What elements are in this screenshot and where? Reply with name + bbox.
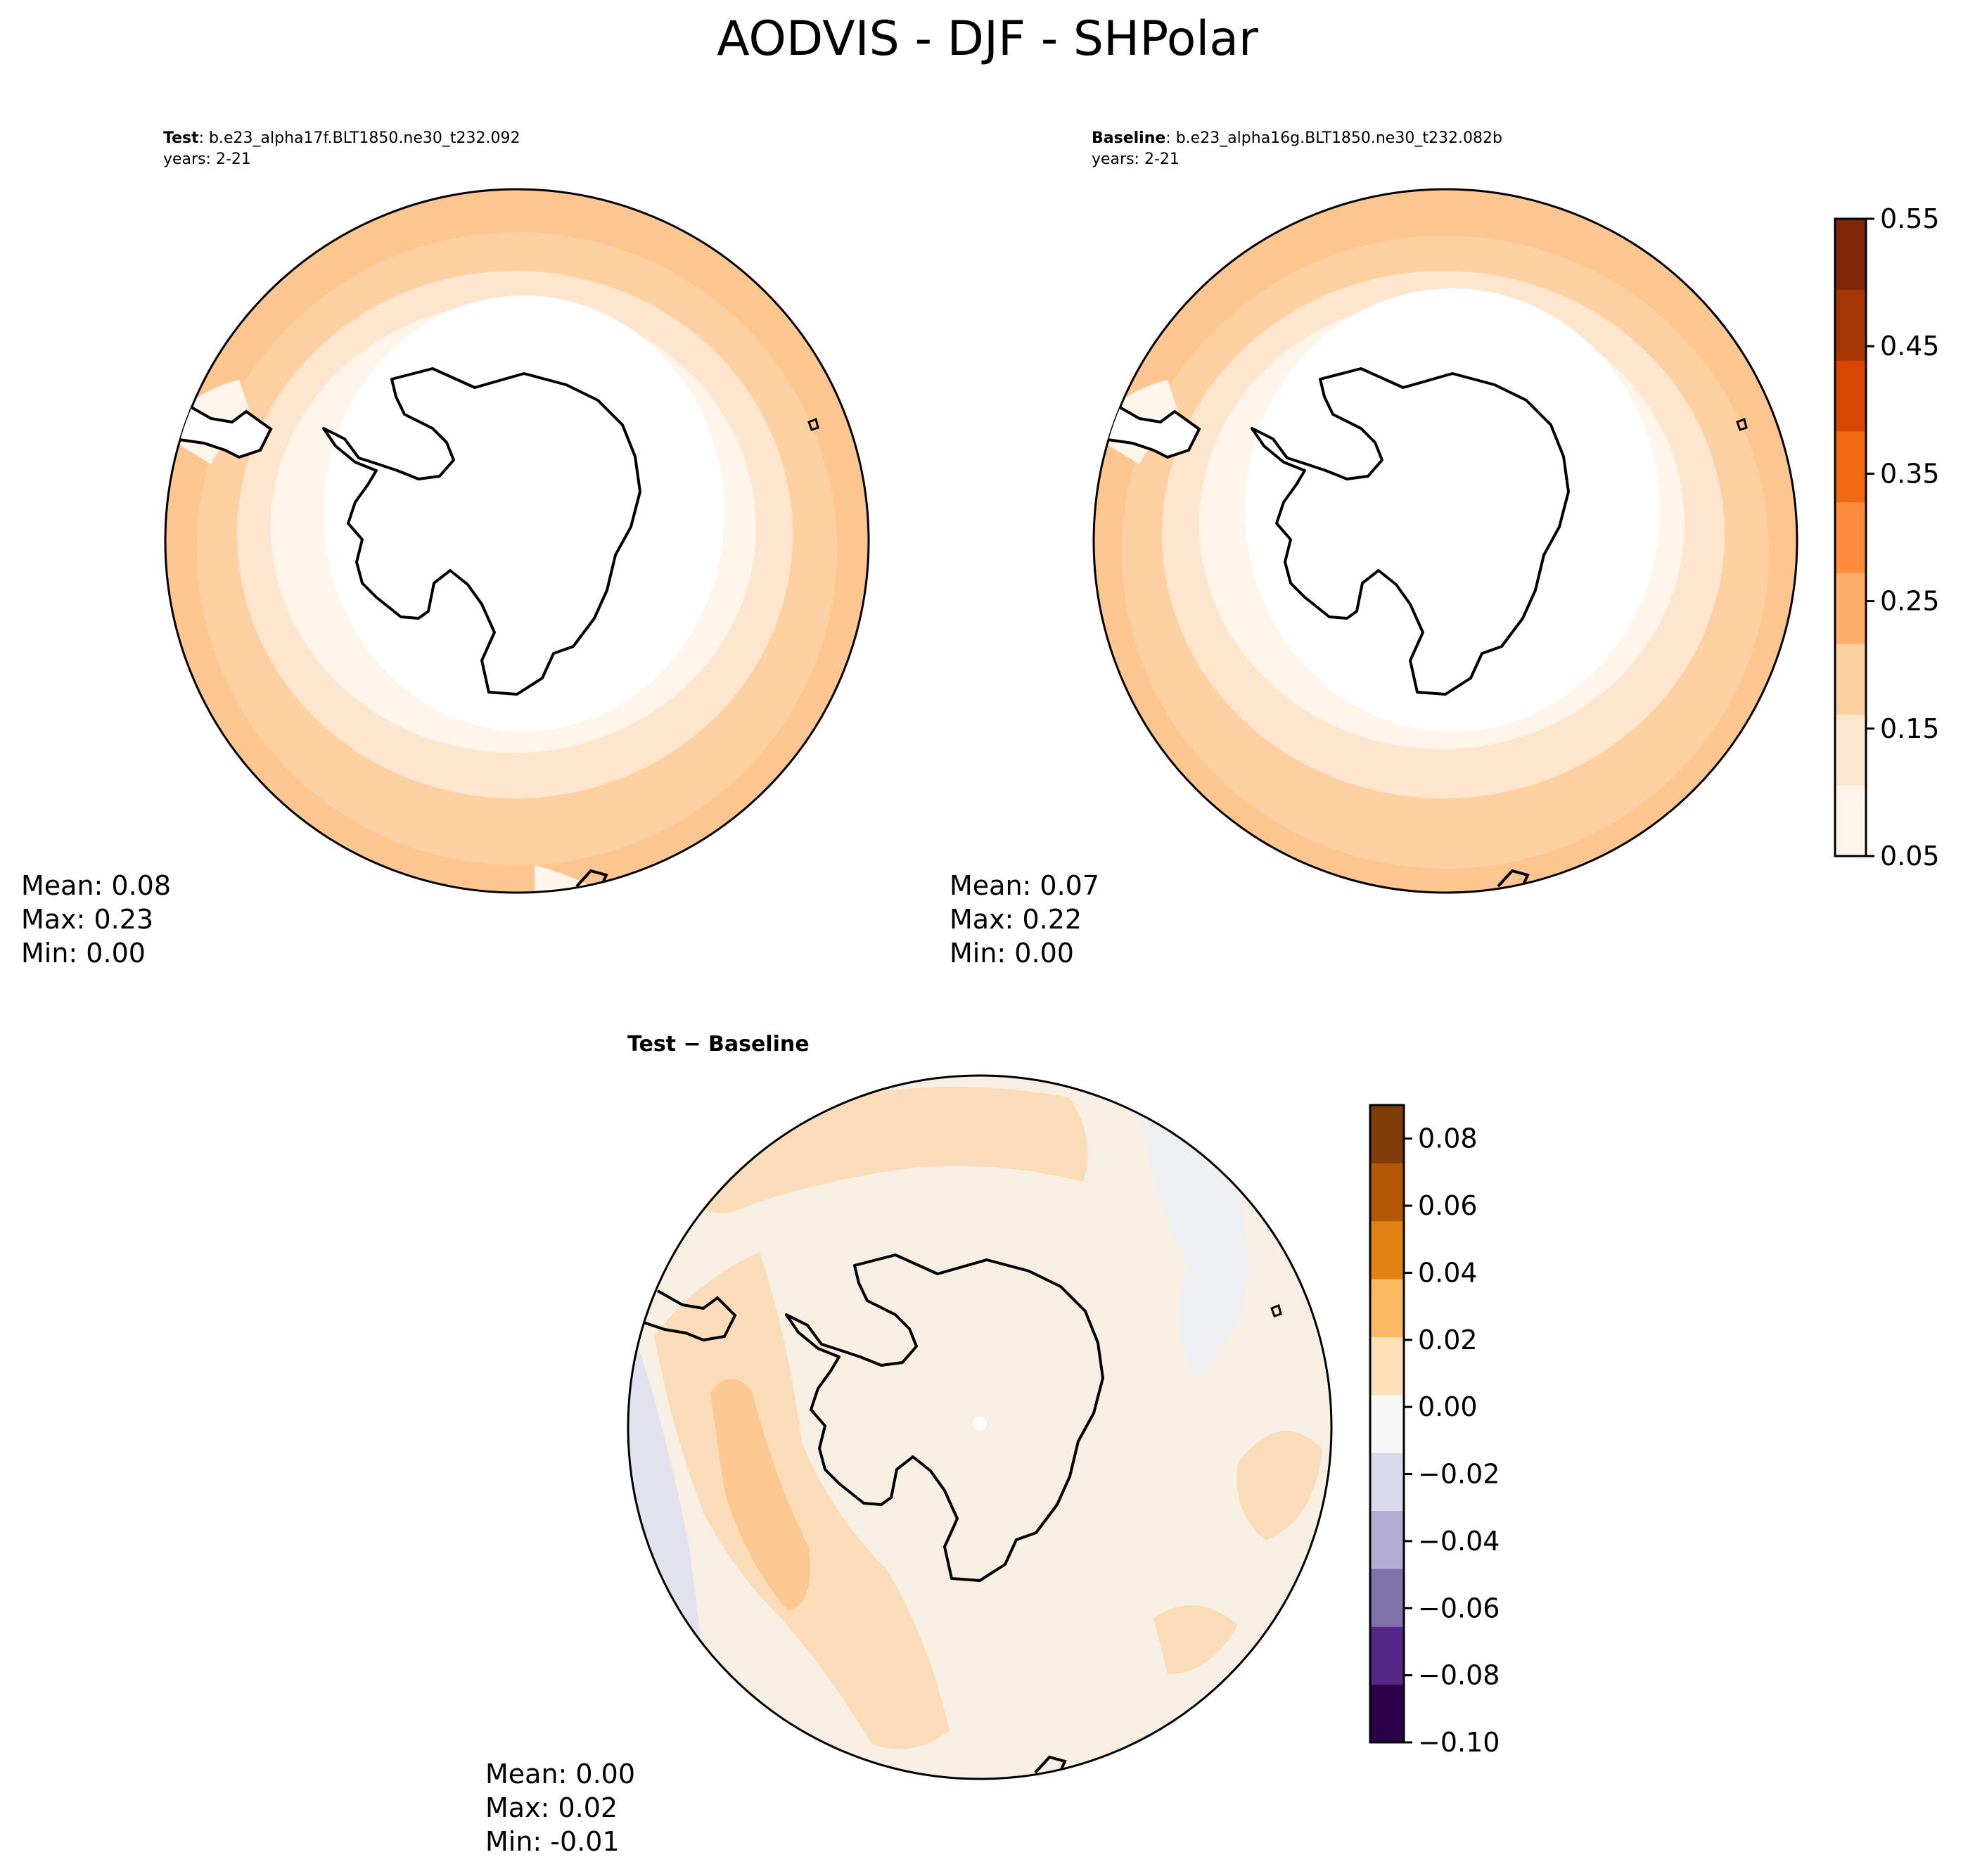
diff-colorbar-band xyxy=(1370,1626,1404,1685)
test-stat-mean: Mean: 0.08 xyxy=(21,870,171,901)
diff-panel-header: Test − Baseline xyxy=(627,1032,810,1057)
baseline-stat-min: Min: 0.00 xyxy=(950,938,1074,969)
diff-colorbar-band xyxy=(1370,1510,1404,1569)
baseline-stat-max: Max: 0.22 xyxy=(950,904,1082,935)
diff-colorbar-tick-label: 0.08 xyxy=(1418,1123,1478,1154)
diff-colorbar-tick-label: −0.10 xyxy=(1418,1727,1500,1758)
diff-map-border xyxy=(627,1074,1333,1780)
baseline-panel-header: Baseline: b.e23_alpha16g.BLT1850.ne30_t2… xyxy=(1092,129,1502,147)
diff-colorbar-tick-label: 0.04 xyxy=(1418,1257,1478,1288)
diff-stat-min: Min: -0.01 xyxy=(485,1826,620,1857)
test-island-south xyxy=(575,869,608,888)
aod-colorbar-tick-label: 0.05 xyxy=(1880,841,1940,872)
baseline-map xyxy=(1094,189,1797,893)
diff-colorbar-band xyxy=(1370,1394,1404,1453)
diff-colorbar-tick-label: −0.04 xyxy=(1418,1526,1500,1557)
aod-colorbar-band xyxy=(1835,573,1866,644)
aod-colorbar-band xyxy=(1835,502,1866,573)
test-panel: Test: b.e23_alpha17f.BLT1850.ne30_t232.0… xyxy=(21,129,870,969)
test-stat-max: Max: 0.23 xyxy=(21,904,153,935)
baseline-map-border xyxy=(1092,188,1798,894)
test-stat-min: Min: 0.00 xyxy=(21,938,146,969)
test-years: years: 2-21 xyxy=(163,151,251,168)
test-panel-header: Test: b.e23_alpha17f.BLT1850.ne30_t232.0… xyxy=(163,129,520,147)
diff-island-south xyxy=(1034,1755,1067,1775)
test-south-america-coast xyxy=(179,403,273,459)
aod-colorbar-tick-label: 0.25 xyxy=(1880,586,1940,617)
baseline-south-america-coast xyxy=(1107,403,1201,459)
aod-colorbar-band xyxy=(1835,714,1866,786)
diff-colorbar-band xyxy=(1370,1105,1404,1163)
diff-colorbar-band xyxy=(1370,1453,1404,1512)
figure-title: AODVIS - DJF - SHPolar xyxy=(717,11,1258,67)
diff-colorbar-band xyxy=(1370,1684,1404,1743)
diff-colorbar-band xyxy=(1370,1163,1404,1222)
baseline-island xyxy=(1736,417,1748,431)
aod-colorbar-band xyxy=(1835,785,1866,857)
aod-colorbar-band xyxy=(1835,219,1866,291)
aod-colorbar-ticks: 0.05 0.15 0.25 0.35 0.45 0.55 xyxy=(1866,203,1940,872)
diff-colorbar-band xyxy=(1370,1279,1404,1337)
diff-stat-mean: Mean: 0.00 xyxy=(485,1759,635,1789)
aod-colorbar-frame xyxy=(1834,217,1867,857)
diff-colorbar-tick-label: 0.00 xyxy=(1418,1391,1478,1422)
test-label-bold: Test xyxy=(163,129,199,147)
aod-colorbar-band xyxy=(1835,360,1866,432)
aod-colorbar-tick-label: 0.35 xyxy=(1880,458,1940,489)
diff-map xyxy=(628,1076,1331,1779)
diff-colorbar-band xyxy=(1370,1220,1404,1280)
diff-colorbar-band xyxy=(1370,1568,1404,1627)
aod-colorbar-band xyxy=(1835,644,1866,715)
diff-colorbar-tick-label: −0.02 xyxy=(1418,1459,1500,1490)
aod-colorbar-band xyxy=(1835,431,1866,503)
diff-colorbar-tick-label: 0.02 xyxy=(1418,1325,1478,1355)
test-island xyxy=(807,417,819,431)
diff-stat-max: Max: 0.02 xyxy=(485,1792,618,1823)
test-map-border xyxy=(164,188,870,894)
aod-colorbar-tick-label: 0.55 xyxy=(1880,203,1940,234)
baseline-panel: Baseline: b.e23_alpha16g.BLT1850.ne30_t2… xyxy=(950,129,1798,969)
aod-colorbar-tick-label: 0.15 xyxy=(1880,713,1940,744)
baseline-label-bold: Baseline xyxy=(1092,129,1165,147)
diff-colorbar-tick-label: −0.06 xyxy=(1418,1593,1500,1623)
diff-colorbar-bands xyxy=(1370,1105,1404,1743)
diff-south-america-coast xyxy=(643,1289,737,1342)
baseline-stat-mean: Mean: 0.07 xyxy=(950,870,1099,901)
diff-colorbar-tick-label: −0.08 xyxy=(1418,1660,1500,1691)
diff-colorbar-frame xyxy=(1369,1104,1405,1744)
diff-colorbar-tick-label: 0.06 xyxy=(1418,1190,1478,1221)
diff-colorbar-band xyxy=(1370,1336,1404,1396)
diff-colorbar: −0.10 −0.08 −0.06 −0.04 −0.02 0.00 0.02 0.04 0.0… xyxy=(1369,1104,1500,1758)
aod-colorbar-bands xyxy=(1835,219,1866,857)
aod-colorbar: 0.05 0.15 0.25 0.35 0.45 0.55 xyxy=(1834,203,1940,872)
baseline-island-south xyxy=(1497,869,1530,888)
diff-colorbar-ticks: −0.10 −0.08 −0.06 −0.04 −0.02 0.00 0.02 0.04 0.0… xyxy=(1404,1123,1500,1758)
baseline-label-case: : b.e23_alpha16g.BLT1850.ne30_t232.082b xyxy=(1165,129,1502,147)
test-map xyxy=(165,189,869,893)
aod-colorbar-band xyxy=(1835,289,1866,361)
diff-panel: Test − Baseline Mean: 0.00 Max: 0.02 Min… xyxy=(485,1032,1333,1857)
diff-island xyxy=(1270,1303,1282,1317)
aod-colorbar-tick-label: 0.45 xyxy=(1880,331,1940,362)
baseline-years: years: 2-21 xyxy=(1092,151,1180,168)
test-label-case: : b.e23_alpha17f.BLT1850.ne30_t232.092 xyxy=(199,129,520,147)
